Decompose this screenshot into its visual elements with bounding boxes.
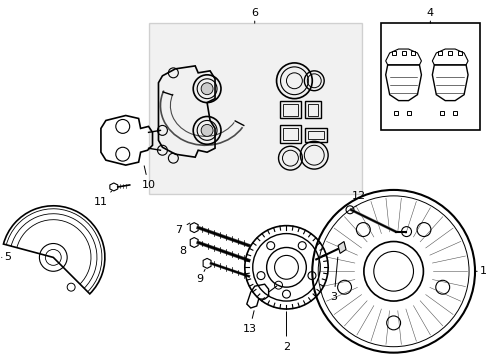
Text: 10: 10 (141, 166, 155, 190)
Text: 2: 2 (283, 312, 289, 352)
Text: 13: 13 (242, 311, 256, 334)
Bar (307, 104, 318, 116)
Text: 11: 11 (94, 191, 112, 207)
Text: 8: 8 (180, 247, 192, 256)
Text: 6: 6 (251, 8, 258, 23)
Bar (307, 131, 324, 139)
Bar (279, 125, 301, 143)
Text: 9: 9 (196, 269, 204, 284)
Bar (380, 23, 479, 130)
Text: 4: 4 (426, 8, 433, 23)
Bar (282, 104, 298, 116)
Circle shape (201, 125, 213, 136)
Bar (305, 100, 321, 118)
Text: 3: 3 (330, 257, 337, 302)
Circle shape (201, 83, 213, 95)
Text: 7: 7 (174, 223, 189, 235)
Bar (282, 129, 298, 140)
Text: 5: 5 (1, 252, 12, 262)
Bar (305, 129, 326, 142)
Text: 12: 12 (351, 191, 365, 207)
Bar (148, 23, 361, 194)
Bar (279, 100, 301, 118)
Text: 1: 1 (474, 266, 486, 276)
Polygon shape (337, 242, 346, 253)
